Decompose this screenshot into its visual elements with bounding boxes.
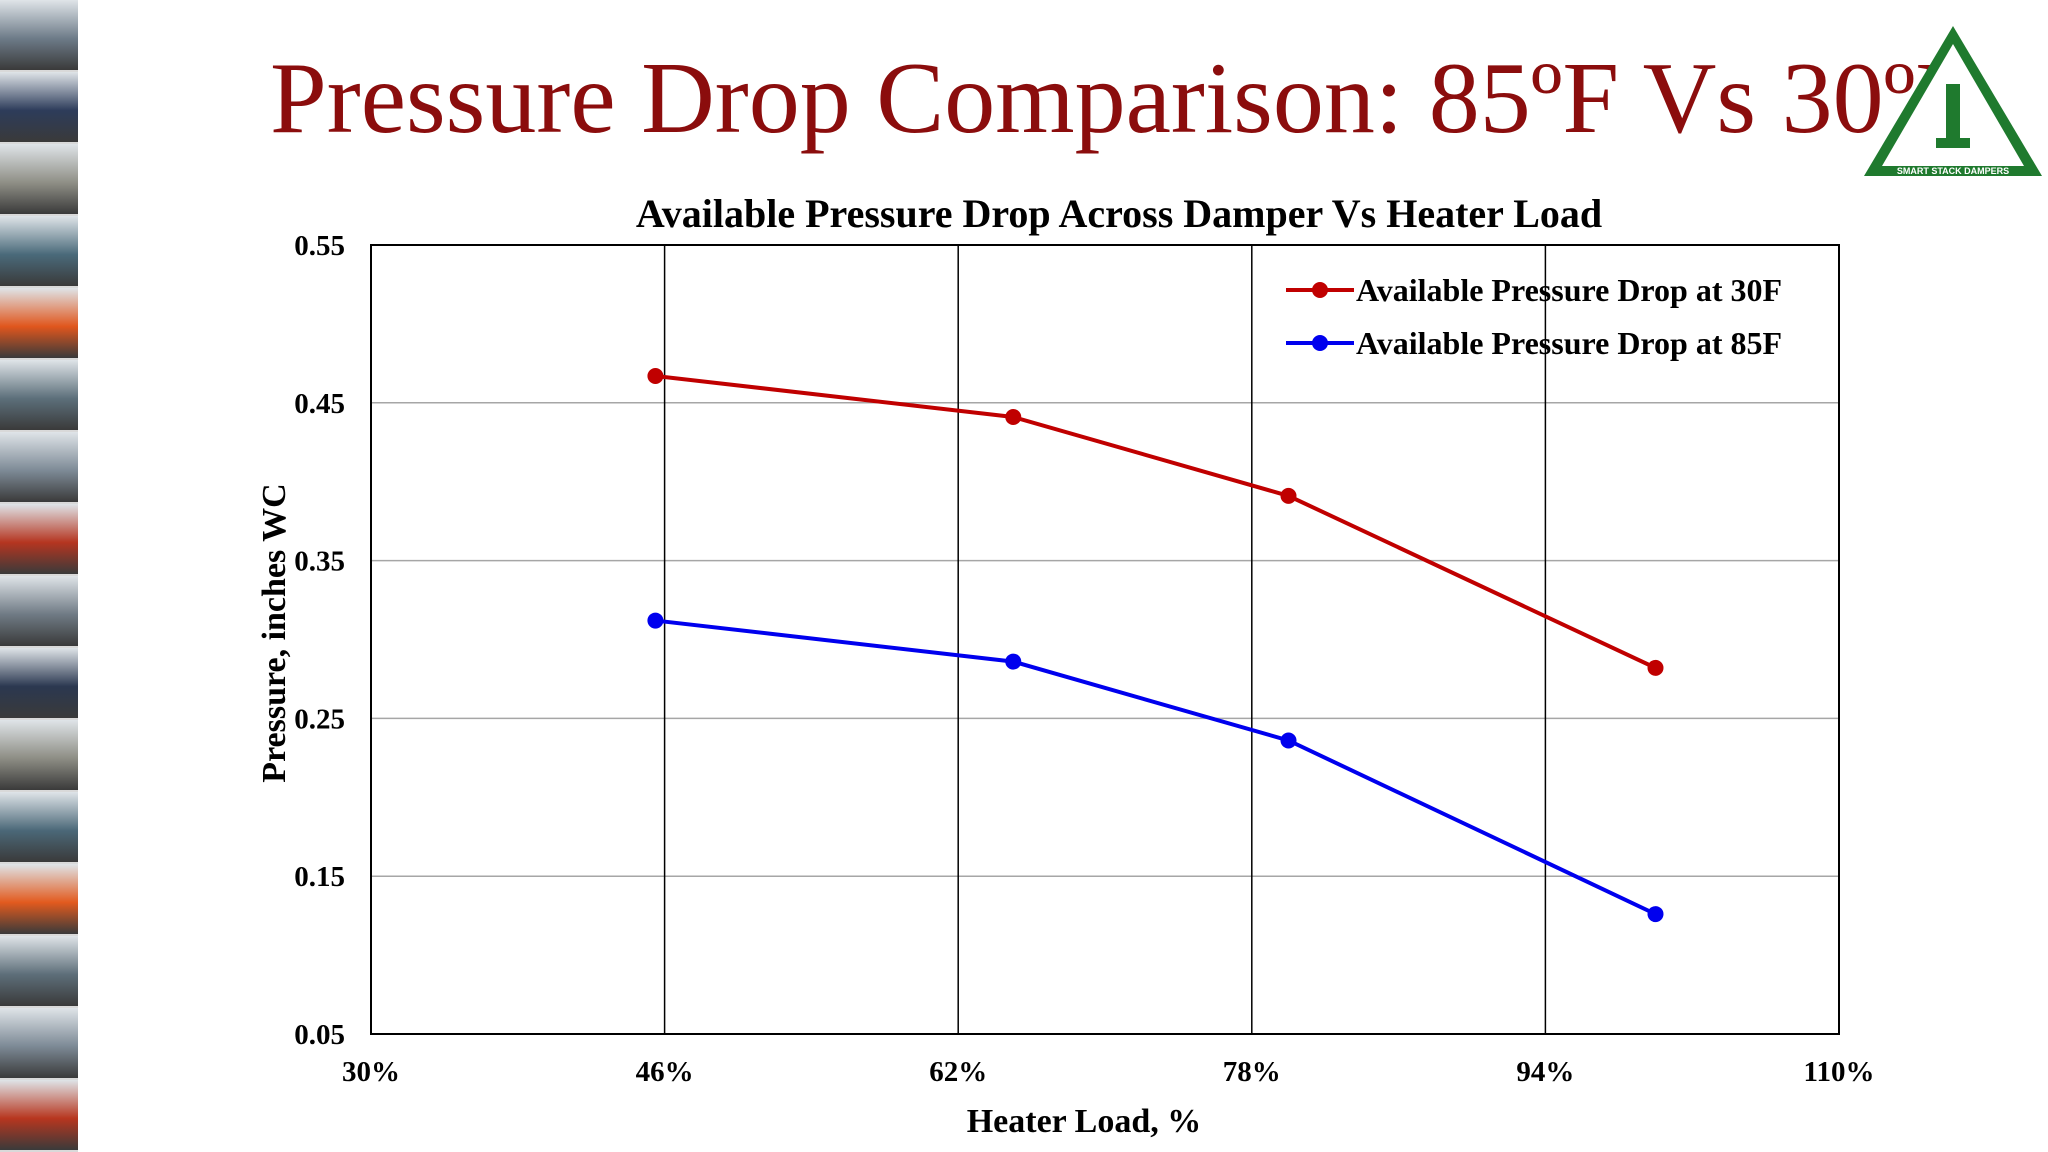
photo-thumbnail <box>0 792 78 864</box>
series-layer <box>647 367 1664 923</box>
data-point <box>1280 487 1297 504</box>
photo-thumbnail <box>0 720 78 792</box>
photo-strip <box>0 0 78 1152</box>
legend-marker <box>1312 335 1328 351</box>
x-tick-label: 94% <box>1516 1056 1574 1088</box>
x-tick-label: 62% <box>929 1056 987 1088</box>
y-tick-label: 0.15 <box>294 861 345 893</box>
photo-thumbnail <box>0 360 78 432</box>
y-tick-label: 0.05 <box>294 1019 345 1051</box>
logo-icon: SMART STACK DAMPERS ZONED FIRING SYSTEM … <box>1864 26 2042 176</box>
slide-title: Pressure Drop Comparison: 85ºF Vs 30ºF <box>270 42 1972 155</box>
photo-thumbnail <box>0 288 78 360</box>
photo-thumbnail <box>0 936 78 1008</box>
chart-title: Available Pressure Drop Across Damper Vs… <box>636 191 1602 236</box>
photo-thumbnail <box>0 144 78 216</box>
grid-lines <box>371 245 1839 1034</box>
y-tick-label: 0.35 <box>294 546 345 578</box>
photo-thumbnail <box>0 504 78 576</box>
logo-bottom-text: SMART STACK DAMPERS <box>1897 166 2009 176</box>
photo-thumbnail <box>0 432 78 504</box>
series-line-0 <box>655 373 1657 670</box>
photo-thumbnail <box>0 648 78 720</box>
legend-label: Available Pressure Drop at 85F <box>1356 325 1782 361</box>
legend: Available Pressure Drop at 30F Available … <box>1286 272 1782 361</box>
y-tick-label: 0.55 <box>294 230 345 262</box>
x-tick-label: 46% <box>636 1056 694 1088</box>
data-point <box>1005 409 1022 426</box>
photo-thumbnail <box>0 1008 78 1080</box>
photo-thumbnail <box>0 72 78 144</box>
photo-thumbnail <box>0 864 78 936</box>
photo-thumbnail <box>0 216 78 288</box>
x-tick-label: 110% <box>1804 1056 1875 1088</box>
y-tick-label: 0.45 <box>294 388 345 420</box>
data-point <box>1280 732 1297 749</box>
data-point <box>647 367 664 384</box>
legend-label: Available Pressure Drop at 30F <box>1356 272 1782 308</box>
photo-thumbnail <box>0 576 78 648</box>
series-line-1 <box>655 618 1657 916</box>
photo-thumbnail <box>0 0 78 72</box>
x-tick-label: 78% <box>1223 1056 1281 1088</box>
logo-stack-base-icon <box>1936 138 1970 148</box>
data-point <box>1005 653 1022 670</box>
data-point <box>647 612 664 629</box>
data-point <box>1647 659 1664 676</box>
photo-thumbnail <box>0 1080 78 1152</box>
x-tick-label: 30% <box>342 1056 400 1088</box>
plot-area <box>370 244 1840 1035</box>
x-axis: 30% 46% 62% 78% 94% 110% <box>342 1056 1874 1088</box>
x-axis-title: Heater Load, % <box>967 1103 1202 1140</box>
logo-stack-icon <box>1946 84 1960 148</box>
y-tick-label: 0.25 <box>294 703 345 735</box>
data-point <box>1647 906 1664 923</box>
y-axis-title: Pressure, inches WC <box>256 483 293 782</box>
y-axis: 0.05 0.15 0.25 0.35 0.45 0.55 <box>294 230 345 1051</box>
legend-marker <box>1312 282 1328 298</box>
